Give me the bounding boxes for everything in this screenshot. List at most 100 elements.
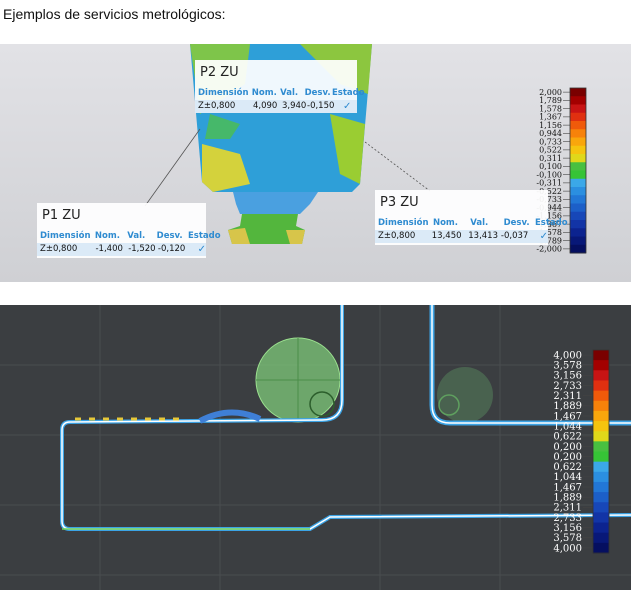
scale-segment [570, 137, 586, 147]
header-cell: Dimensión [40, 231, 91, 241]
scale-label: 2,000 [539, 88, 562, 97]
scale-segment [593, 451, 609, 463]
scale-segment [570, 236, 586, 246]
scale-label: 3,156 [553, 371, 582, 382]
scale-label: 3,578 [553, 361, 582, 372]
scale-segment [593, 350, 609, 361]
scale-segment [570, 145, 586, 155]
scale-segment [593, 481, 609, 493]
scale-label: -1,367 [536, 220, 562, 229]
header-cell: Nom. [251, 88, 277, 98]
callout-label: P2 ZU [200, 65, 239, 80]
scale-label: 0,622 [553, 432, 582, 443]
scale-segment [593, 370, 609, 381]
scale-segment [570, 203, 586, 213]
callout: P2 ZU Dimensión Nom. Val. Desv. Estado Z±0,800… [195, 60, 365, 113]
scale-label: -1,578 [536, 228, 562, 237]
scale-segment [570, 96, 586, 105]
scale-label: 1,467 [553, 411, 582, 422]
scale-label: 3,578 [553, 533, 582, 544]
scale-segment [593, 380, 609, 392]
scale-segment [570, 121, 586, 130]
header-cell: Estado [535, 217, 568, 230]
scale-frame [569, 87, 587, 254]
scale-label: 2,733 [553, 381, 582, 392]
scale-segment [570, 228, 586, 237]
scale-segment [593, 441, 609, 452]
header-cell: Desv. [503, 218, 530, 228]
header-cell: Val. [280, 88, 299, 98]
scale-segment [593, 542, 609, 554]
scale-label: 0,200 [553, 452, 582, 463]
check-icon: ✓ [343, 101, 352, 112]
scale-label: 4,000 [553, 543, 582, 554]
scale-segment [593, 512, 609, 524]
header-cell: Nom. [94, 231, 120, 241]
callout-label: P1 ZU [42, 208, 81, 223]
scale-segment [570, 244, 586, 254]
scale-label: -0,311 [536, 179, 562, 188]
check-icon: ✓ [197, 244, 206, 255]
scale-label: 0,522 [539, 146, 562, 155]
scale-segment [593, 390, 609, 402]
row-cell: -1,400 [95, 244, 123, 254]
scale-label: -0,944 [536, 203, 562, 212]
scale-label: 0,311 [539, 154, 562, 163]
row-cell: Z±0,800 [378, 231, 416, 241]
scale-segment [570, 195, 586, 204]
scale-segment [570, 220, 586, 229]
scale-segment [570, 88, 586, 97]
scale-segment [593, 532, 609, 544]
header-cell: Estado [332, 88, 365, 98]
scale-segment [593, 431, 609, 442]
scale-segment [570, 187, 586, 196]
row-cell: -0,037 [500, 231, 529, 241]
scale-label: -0,733 [536, 195, 562, 204]
scale-label: -0,522 [536, 187, 562, 196]
scale-segment [570, 162, 586, 171]
scale-segment [570, 211, 586, 221]
callout-row: Z±0,800 -1,400 -1,520 -0,120 ✓ [37, 243, 206, 256]
scale-label: 0,100 [539, 162, 562, 171]
scale-segment [570, 129, 586, 138]
row-cell: 3,940 [282, 101, 307, 111]
header-cell: Val. [470, 218, 489, 228]
scale-segment [593, 360, 609, 371]
scale-label: 0,622 [553, 462, 582, 473]
row-cell: Z±0,800 [198, 101, 236, 111]
scale-label: 1,889 [553, 401, 582, 412]
check-icon: ✓ [539, 231, 548, 242]
callout: P1 ZU Dimensión Nom. Val. Desv. Estado Z±0,800… [37, 203, 221, 258]
scale-label: -0,100 [536, 170, 562, 179]
callout: P3 ZUDimensiónNom.Val.Desv.EstadoZ±0,800… [375, 190, 568, 245]
scale-label: 1,889 [553, 493, 582, 504]
scale-label: 1,156 [539, 121, 562, 130]
scale-label: 2,733 [553, 513, 582, 524]
scale-label: 0,733 [539, 137, 562, 146]
header-cell: Desv. [304, 88, 331, 98]
scale-segment [593, 400, 609, 412]
scale-segment [593, 492, 609, 503]
scale-segment [570, 104, 586, 114]
scale-label: -1,789 [536, 236, 562, 245]
header-cell: Desv. [156, 231, 183, 241]
row-cell: -1,520 [128, 244, 156, 254]
scale-label: 2,311 [553, 391, 582, 402]
callout-row: Z±0,800 4,090 3,940 -0,150 ✓ [195, 100, 357, 113]
scale-segment [570, 154, 586, 163]
scale-label: 1,044 [553, 421, 582, 432]
scale-segment [570, 170, 586, 180]
scale-label: 0,944 [539, 129, 562, 138]
scale-label: 1,578 [539, 104, 562, 113]
header-cell: Val. [127, 231, 146, 241]
row-cell: 4,090 [253, 101, 278, 111]
scale-segment [593, 461, 609, 473]
scale-segment [593, 471, 609, 483]
row-cell: -0,150 [307, 101, 335, 111]
header-cell: Dimensión [198, 88, 249, 98]
callout-row: Z±0,800 13,450 13,413 -0,037 ✓ [375, 230, 548, 243]
